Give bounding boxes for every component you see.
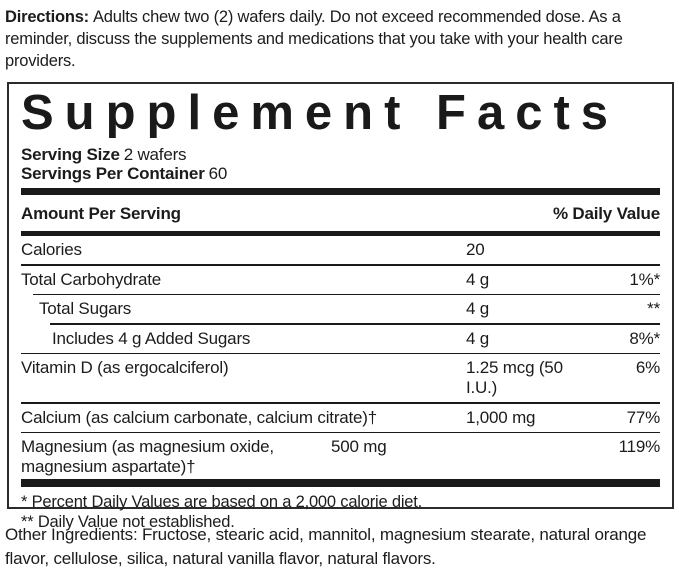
row-separator (21, 431, 660, 433)
nutrient-amount: 1,000 mg (466, 407, 536, 427)
nutrient-amount: 1.25 mcg (50 I.U.) (466, 358, 563, 397)
panel-title: Supplement Facts (21, 88, 620, 138)
servings-per-container-value: 60 (208, 164, 228, 183)
nutrient-dv: 119% (618, 437, 661, 456)
nutrient-amount: 20 (466, 240, 485, 259)
nutrient-dv: 8%* (629, 328, 660, 348)
serving-size-label: Serving Size (21, 145, 120, 164)
nutrient-name: Magnesium (as magnesium oxide, magnesium… (21, 437, 274, 476)
thick-rule-bottom (21, 479, 660, 487)
footnote-not-established: ** Daily Value not established. (21, 513, 235, 531)
amount-per-serving-header: Amount Per Serving (21, 204, 181, 223)
table-row-magnesium: Magnesium (as magnesium oxide, magnesium… (21, 433, 660, 479)
nutrient-amount: 500 mg (331, 437, 387, 456)
nutrient-dv: ** (647, 299, 660, 318)
daily-value-header: % Daily Value (552, 204, 660, 223)
other-ingredients-paragraph: Other Ingredients: Fructose, stearic aci… (5, 525, 647, 568)
directions-label: Directions: (5, 8, 89, 26)
row-separator (50, 323, 660, 325)
table-row-calcium: Calcium (as calcium carbonate, calcium c… (21, 404, 660, 432)
nutrient-dv: 77% (626, 407, 661, 427)
row-separator (33, 293, 660, 295)
medium-rule (21, 231, 660, 236)
nutrient-name: Vitamin D (as ergocalciferol) (21, 358, 229, 377)
footnote-daily-values: * Percent Daily Values are based on a 2,… (21, 493, 423, 511)
nutrient-name: Includes 4 g Added Sugars (52, 328, 251, 348)
serving-info: Serving Size 2 wafers Servings Per Contai… (21, 145, 660, 183)
nutrient-name: Total Carbohydrate (21, 269, 162, 289)
directions-text: Adults chew two (2) wafers daily. Do not… (5, 8, 623, 70)
nutrient-amount: 4 g (466, 328, 490, 348)
table-row-total-carbohydrate: Total Carbohydrate 4 g 1%* (21, 266, 660, 294)
directions-paragraph: Directions: Adults chew two (2) wafers da… (5, 6, 677, 72)
table-header-row: Amount Per Serving % Daily Value (21, 195, 660, 231)
nutrient-dv: 1%* (629, 269, 660, 289)
table-row-total-sugars: Total Sugars 4 g ** (21, 295, 660, 323)
nutrient-amount: 4 g (466, 299, 490, 318)
serving-size-value: 2 wafers (123, 145, 187, 164)
nutrient-name: Calories (21, 240, 82, 259)
supplement-facts-panel: Supplement Facts Serving Size 2 wafers Se… (7, 82, 674, 531)
nutrient-name: Calcium (as calcium carbonate, calcium c… (21, 407, 378, 427)
row-separator (21, 264, 660, 266)
table-row-vitamin-d: Vitamin D (as ergocalciferol) 1.25 mcg (… (21, 354, 660, 402)
footnotes: * Percent Daily Values are based on a 2,… (21, 487, 660, 532)
table-row-calories: Calories 20 (21, 236, 660, 264)
row-separator (21, 402, 660, 404)
servings-per-container-label: Servings Per Container (21, 164, 205, 183)
serving-size-line: Serving Size 2 wafers (21, 145, 660, 164)
row-separator (21, 352, 660, 354)
nutrient-name: Total Sugars (39, 299, 132, 318)
nutrient-dv: 6% (635, 358, 660, 377)
table-row-added-sugars: Includes 4 g Added Sugars 4 g 8%* (21, 325, 660, 353)
servings-per-container-line: Servings Per Container 60 (21, 164, 660, 183)
nutrient-amount: 4 g (466, 269, 490, 289)
thick-rule-top (21, 188, 660, 195)
